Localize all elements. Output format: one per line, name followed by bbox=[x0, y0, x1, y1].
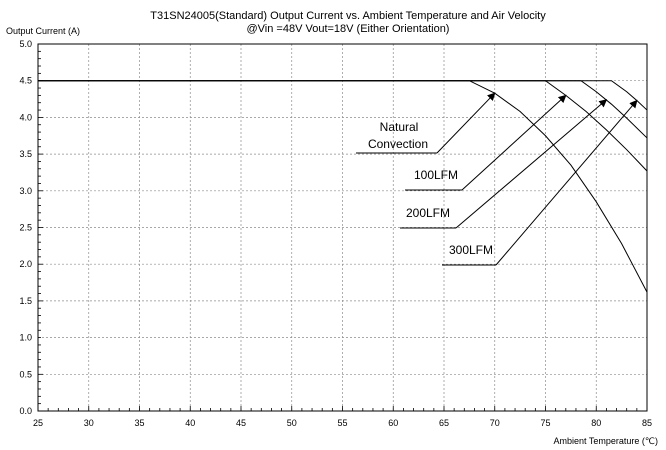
y-tick-label: 5.0 bbox=[19, 39, 32, 49]
y-tick-label: 1.5 bbox=[19, 296, 32, 306]
y-tick-label: 0.0 bbox=[19, 406, 32, 416]
x-tick-label: 35 bbox=[134, 418, 144, 428]
annotation-arrow bbox=[495, 99, 638, 266]
x-tick-label: 85 bbox=[642, 418, 652, 428]
annotations: Natural Convection 100LFM 200LFM 300LFM bbox=[356, 92, 638, 266]
annotation-label: Convection bbox=[368, 137, 428, 151]
x-axis-label: Ambient Temperature (℃) bbox=[554, 436, 658, 446]
y-tick-label: 0.5 bbox=[19, 369, 32, 379]
y-tick-label: 2.0 bbox=[19, 259, 32, 269]
series-line-300lfm bbox=[38, 80, 648, 111]
x-tick-label: 45 bbox=[236, 418, 246, 428]
y-axis-label: Output Current (A) bbox=[6, 26, 80, 36]
x-tick-label: 30 bbox=[84, 418, 94, 428]
annotation-label: 100LFM bbox=[414, 168, 458, 182]
annotation-label: 300LFM bbox=[449, 243, 493, 257]
x-tick-label: 65 bbox=[439, 418, 449, 428]
y-tick-label: 1.0 bbox=[19, 333, 32, 343]
annotation-arrow bbox=[461, 94, 567, 191]
series-group bbox=[38, 80, 648, 293]
axes: 25 30 35 40 45 50 55 60 65 70 75 80 85 0.0 0.5 1.0 1.5 2.… bbox=[19, 39, 652, 428]
series-line-natural-convection bbox=[38, 80, 648, 293]
annotation-arrow bbox=[436, 92, 496, 154]
y-tick-label: 3.0 bbox=[19, 186, 32, 196]
annotation-arrow bbox=[455, 99, 608, 229]
chart-title: T31SN24005(Standard) Output Current vs. … bbox=[150, 10, 546, 22]
y-tick-label: 4.0 bbox=[19, 112, 32, 122]
annotation-label: Natural bbox=[380, 120, 419, 134]
grid bbox=[37, 43, 648, 412]
y-tick-label: 4.5 bbox=[19, 76, 32, 86]
x-tick-label: 25 bbox=[33, 418, 43, 428]
x-tick-label: 70 bbox=[490, 418, 500, 428]
x-tick-label: 55 bbox=[337, 418, 347, 428]
x-tick-label: 80 bbox=[591, 418, 601, 428]
annotation-label: 200LFM bbox=[406, 206, 450, 220]
x-tick-label: 60 bbox=[388, 418, 398, 428]
chart-subtitle: @Vin =48V Vout=18V (Either Orientation) bbox=[247, 23, 450, 35]
y-tick-label: 2.5 bbox=[19, 223, 32, 233]
x-tick-label: 40 bbox=[185, 418, 195, 428]
x-tick-label: 50 bbox=[287, 418, 297, 428]
x-tick-label: 75 bbox=[540, 418, 550, 428]
y-tick-label: 3.5 bbox=[19, 149, 32, 159]
